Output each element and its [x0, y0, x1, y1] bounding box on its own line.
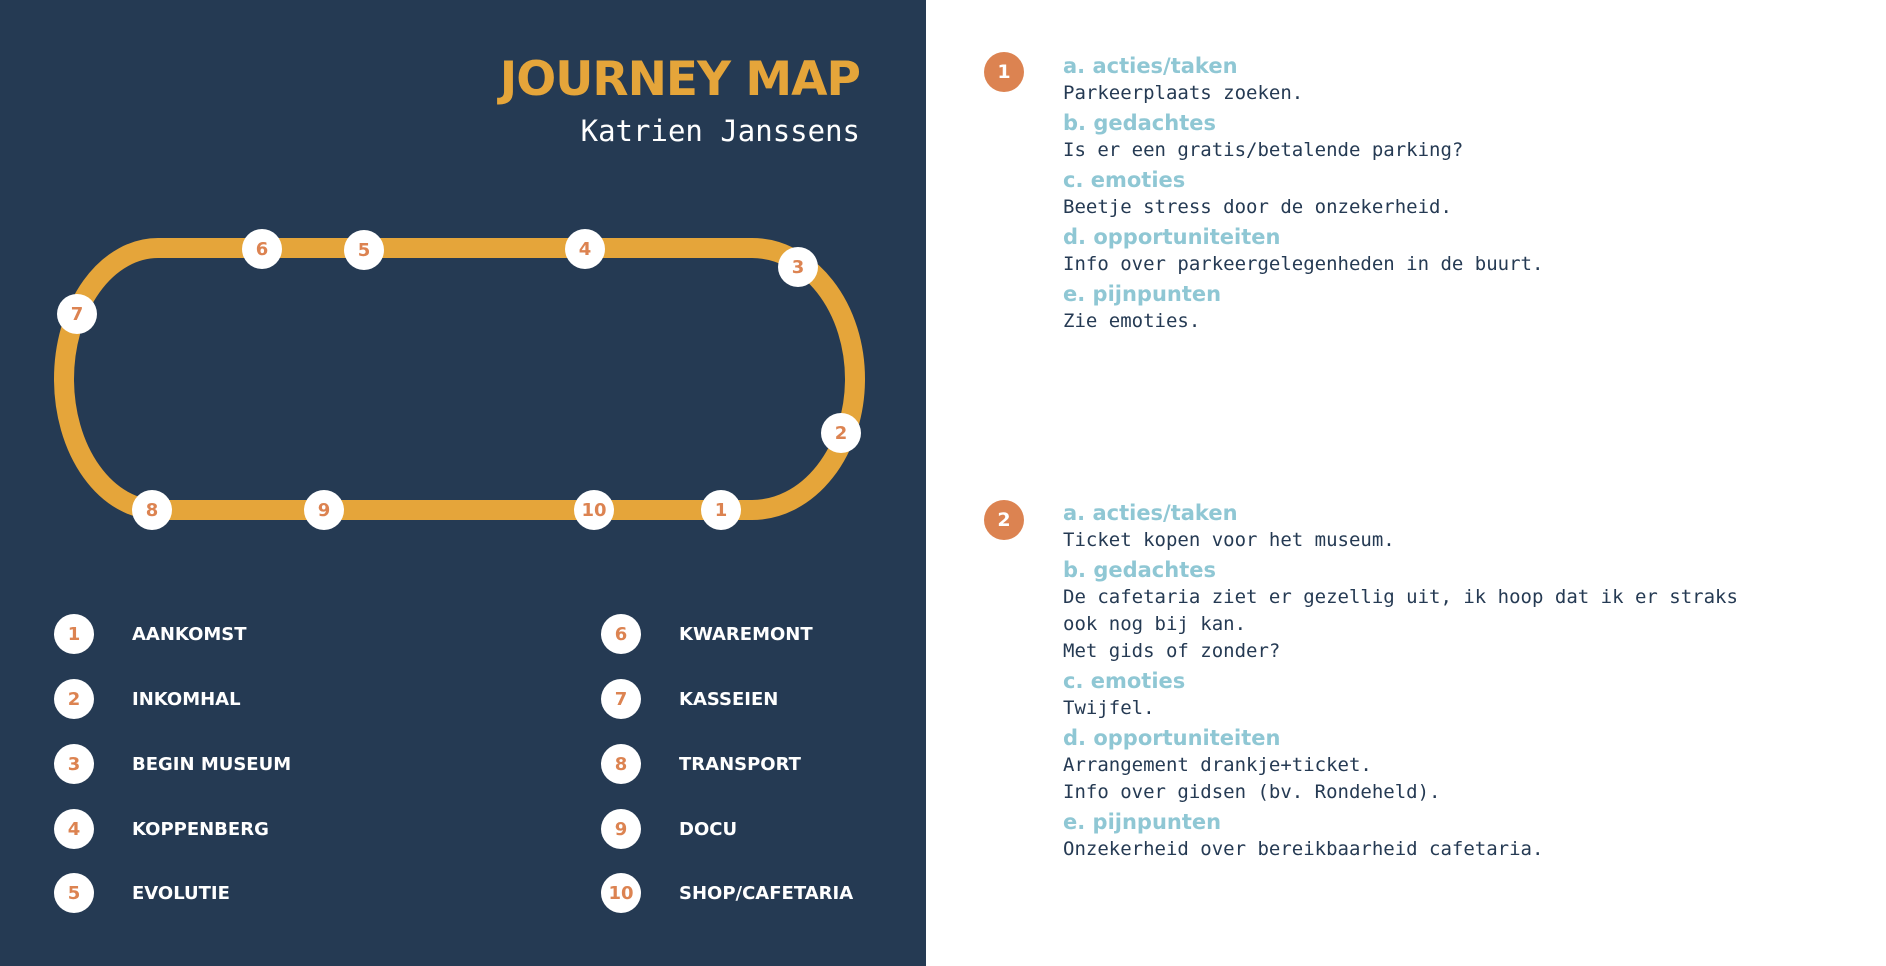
- stop-marker-6: 6: [242, 229, 282, 269]
- legend-number: 2: [54, 679, 94, 719]
- right-panel: 1 a. acties/taken Parkeerplaats zoeken. …: [926, 0, 1886, 966]
- legend-number: 6: [601, 614, 641, 654]
- legend-number: 8: [601, 744, 641, 784]
- section-heading: a. acties/taken: [1063, 54, 1238, 78]
- stop-marker-1: 1: [701, 490, 741, 530]
- stop-marker-3: 3: [778, 247, 818, 287]
- legend-label: DOCU: [679, 819, 738, 840]
- stop-marker-7: 7: [57, 294, 97, 334]
- legend-number: 5: [54, 873, 94, 913]
- left-panel: JOURNEY MAP Katrien Janssens 1 2 3 4 5 6…: [0, 0, 926, 966]
- legend-number: 4: [54, 809, 94, 849]
- legend-label: KWAREMONT: [679, 624, 813, 645]
- section-heading: d. opportuniteiten: [1063, 726, 1281, 750]
- section-heading: e. pijnpunten: [1063, 282, 1222, 306]
- legend-label: EVOLUTIE: [132, 883, 230, 904]
- track-path: [54, 238, 865, 520]
- section-heading: b. gedachtes: [1063, 111, 1216, 135]
- section-text: Zie emoties.: [1063, 310, 1201, 332]
- page-title: JOURNEY MAP: [499, 52, 861, 107]
- section-text: Arrangement drankje+ticket. Info over gi…: [1063, 754, 1441, 803]
- step-details-1: a. acties/taken Parkeerplaats zoeken. b.…: [1063, 52, 1823, 337]
- legend-label: BEGIN MUSEUM: [132, 754, 292, 775]
- section-text: Ticket kopen voor het museum.: [1063, 529, 1395, 551]
- section-text: De cafetaria ziet er gezellig uit, ik ho…: [1063, 586, 1738, 662]
- legend-label: INKOMHAL: [132, 689, 241, 710]
- step-badge-1: 1: [984, 52, 1024, 92]
- stop-marker-5: 5: [344, 230, 384, 270]
- stop-marker-4: 4: [565, 229, 605, 269]
- section-text: Parkeerplaats zoeken.: [1063, 82, 1304, 104]
- step-badge-2: 2: [984, 500, 1024, 540]
- legend-number: 7: [601, 679, 641, 719]
- section-text: Info over parkeergelegenheden in de buur…: [1063, 253, 1544, 275]
- step-details-2: a. acties/taken Ticket kopen voor het mu…: [1063, 499, 1823, 865]
- legend-number: 3: [54, 744, 94, 784]
- section-text: Is er een gratis/betalende parking?: [1063, 139, 1464, 161]
- stop-marker-9: 9: [304, 490, 344, 530]
- section-text: Beetje stress door de onzekerheid.: [1063, 196, 1452, 218]
- legend-label: SHOP/CAFETARIA: [679, 883, 854, 904]
- legend-label: AANKOMST: [132, 624, 247, 645]
- stop-marker-8: 8: [132, 490, 172, 530]
- section-heading: c. emoties: [1063, 669, 1186, 693]
- stop-marker-2: 2: [821, 413, 861, 453]
- legend-label: TRANSPORT: [679, 754, 801, 775]
- legend-label: KASSEIEN: [679, 689, 779, 710]
- section-heading: b. gedachtes: [1063, 558, 1216, 582]
- section-text: Twijfel.: [1063, 697, 1155, 719]
- legend-number: 9: [601, 809, 641, 849]
- section-heading: c. emoties: [1063, 168, 1186, 192]
- page-subtitle: Katrien Janssens: [580, 114, 860, 148]
- legend-number: 10: [601, 873, 641, 913]
- section-heading: e. pijnpunten: [1063, 810, 1222, 834]
- legend-number: 1: [54, 614, 94, 654]
- legend-label: KOPPENBERG: [132, 819, 269, 840]
- stop-marker-10: 10: [574, 490, 614, 530]
- section-heading: d. opportuniteiten: [1063, 225, 1281, 249]
- section-text: Onzekerheid over bereikbaarheid cafetari…: [1063, 838, 1544, 860]
- section-heading: a. acties/taken: [1063, 501, 1238, 525]
